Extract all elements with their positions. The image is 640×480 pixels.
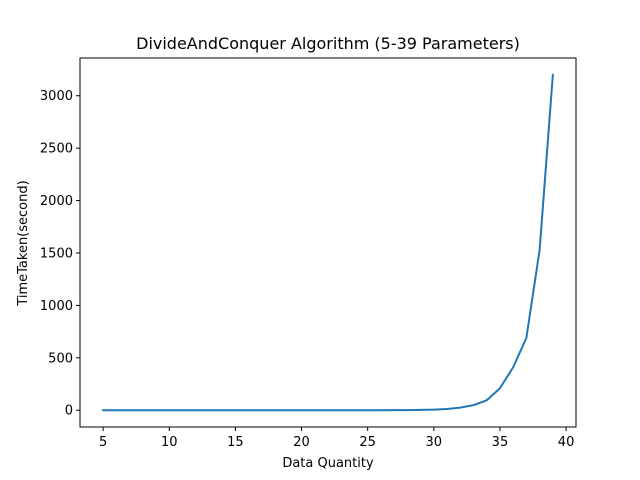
y-tick-label: 1000 [40,299,73,314]
y-axis-ticks: 0 500 1000 1500 2000 2500 3000 [40,89,80,419]
y-tick-label: 1500 [40,246,73,261]
x-tick-label: 5 [99,435,107,450]
y-tick-label: 0 [65,404,73,419]
chart-title: DivideAndConquer Algorithm (5-39 Paramet… [136,34,520,53]
y-axis-label: TimeTaken(second) [16,180,31,306]
x-tick-label: 15 [227,435,244,450]
axes-frame [79,57,577,428]
plot-area [79,57,577,428]
y-tick-label: 2500 [40,142,73,157]
y-tick-label: 3000 [40,89,73,104]
series-line-0 [102,73,554,412]
x-axis-ticks: 5 10 15 20 25 30 35 40 [99,427,574,450]
y-tick-label: 2000 [40,194,73,209]
x-tick-label: 10 [161,435,178,450]
x-tick-label: 20 [293,435,310,450]
x-tick-label: 40 [558,435,575,450]
x-tick-label: 25 [359,435,376,450]
x-axis-label: Data Quantity [282,456,374,471]
y-tick-label: 500 [48,351,73,366]
x-tick-label: 30 [426,435,443,450]
x-tick-label: 35 [492,435,509,450]
